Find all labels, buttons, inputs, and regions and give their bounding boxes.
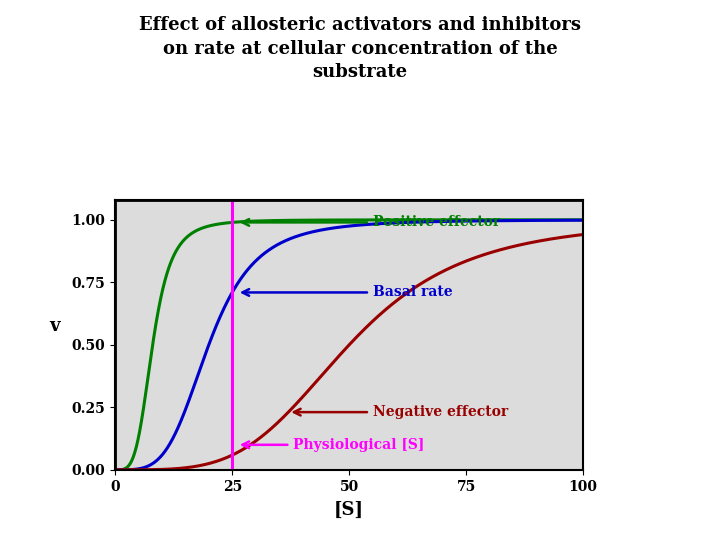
Text: Effect of allosteric activators and inhibitors
on rate at cellular concentration: Effect of allosteric activators and inhi… [139, 16, 581, 82]
Text: Negative effector: Negative effector [294, 405, 508, 419]
X-axis label: [S]: [S] [334, 501, 364, 518]
Y-axis label: v: v [50, 317, 60, 335]
Text: Physiological [S]: Physiological [S] [243, 438, 424, 452]
Text: Basal rate: Basal rate [243, 286, 452, 300]
Text: Positive effector: Positive effector [243, 215, 500, 230]
Bar [115, 200, 583, 470]
